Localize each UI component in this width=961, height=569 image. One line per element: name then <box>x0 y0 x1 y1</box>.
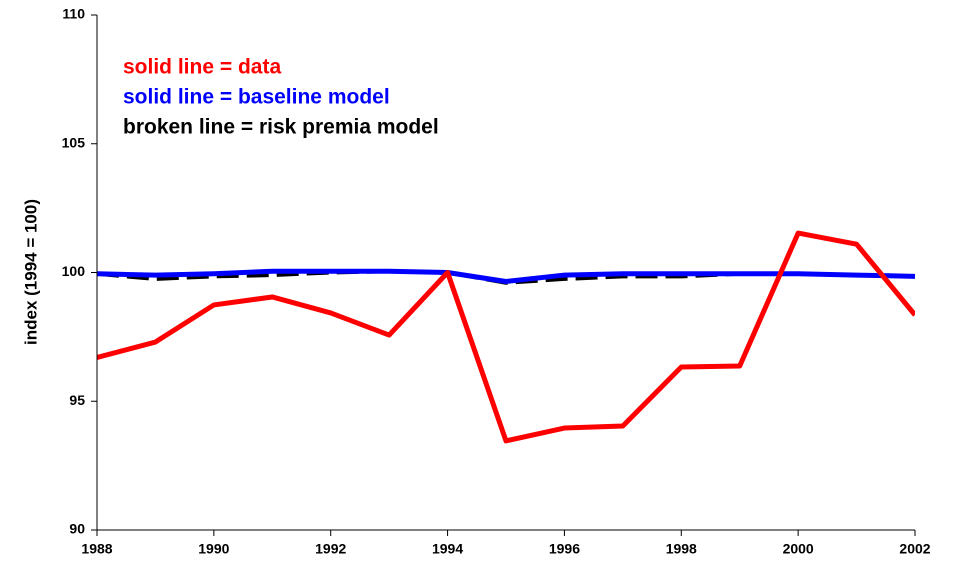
annotation: solid line = data <box>123 56 281 79</box>
x-tick-label: 1996 <box>549 541 580 557</box>
series-line <box>97 230 915 444</box>
x-tick-label: 1998 <box>666 541 697 557</box>
x-tick-label: 2000 <box>783 541 814 557</box>
y-tick-label: 110 <box>62 6 85 22</box>
y-tick-label: 95 <box>69 392 85 408</box>
x-tick-label: 1990 <box>198 541 229 557</box>
plot-lines <box>97 230 915 444</box>
x-tick-label: 1992 <box>315 541 346 557</box>
annotation: solid line = baseline model <box>123 86 390 109</box>
annotation: broken line = risk premia model <box>123 116 439 139</box>
x-tick-label: 1988 <box>81 541 112 557</box>
x-tick-label: 1994 <box>432 541 463 557</box>
y-tick-label: 100 <box>62 263 86 279</box>
y-tick-label: 90 <box>69 521 85 537</box>
y-axis-label: index (1994 = 100) <box>21 199 40 345</box>
y-tick-label: 105 <box>62 134 86 150</box>
x-tick-label: 2002 <box>899 541 930 557</box>
